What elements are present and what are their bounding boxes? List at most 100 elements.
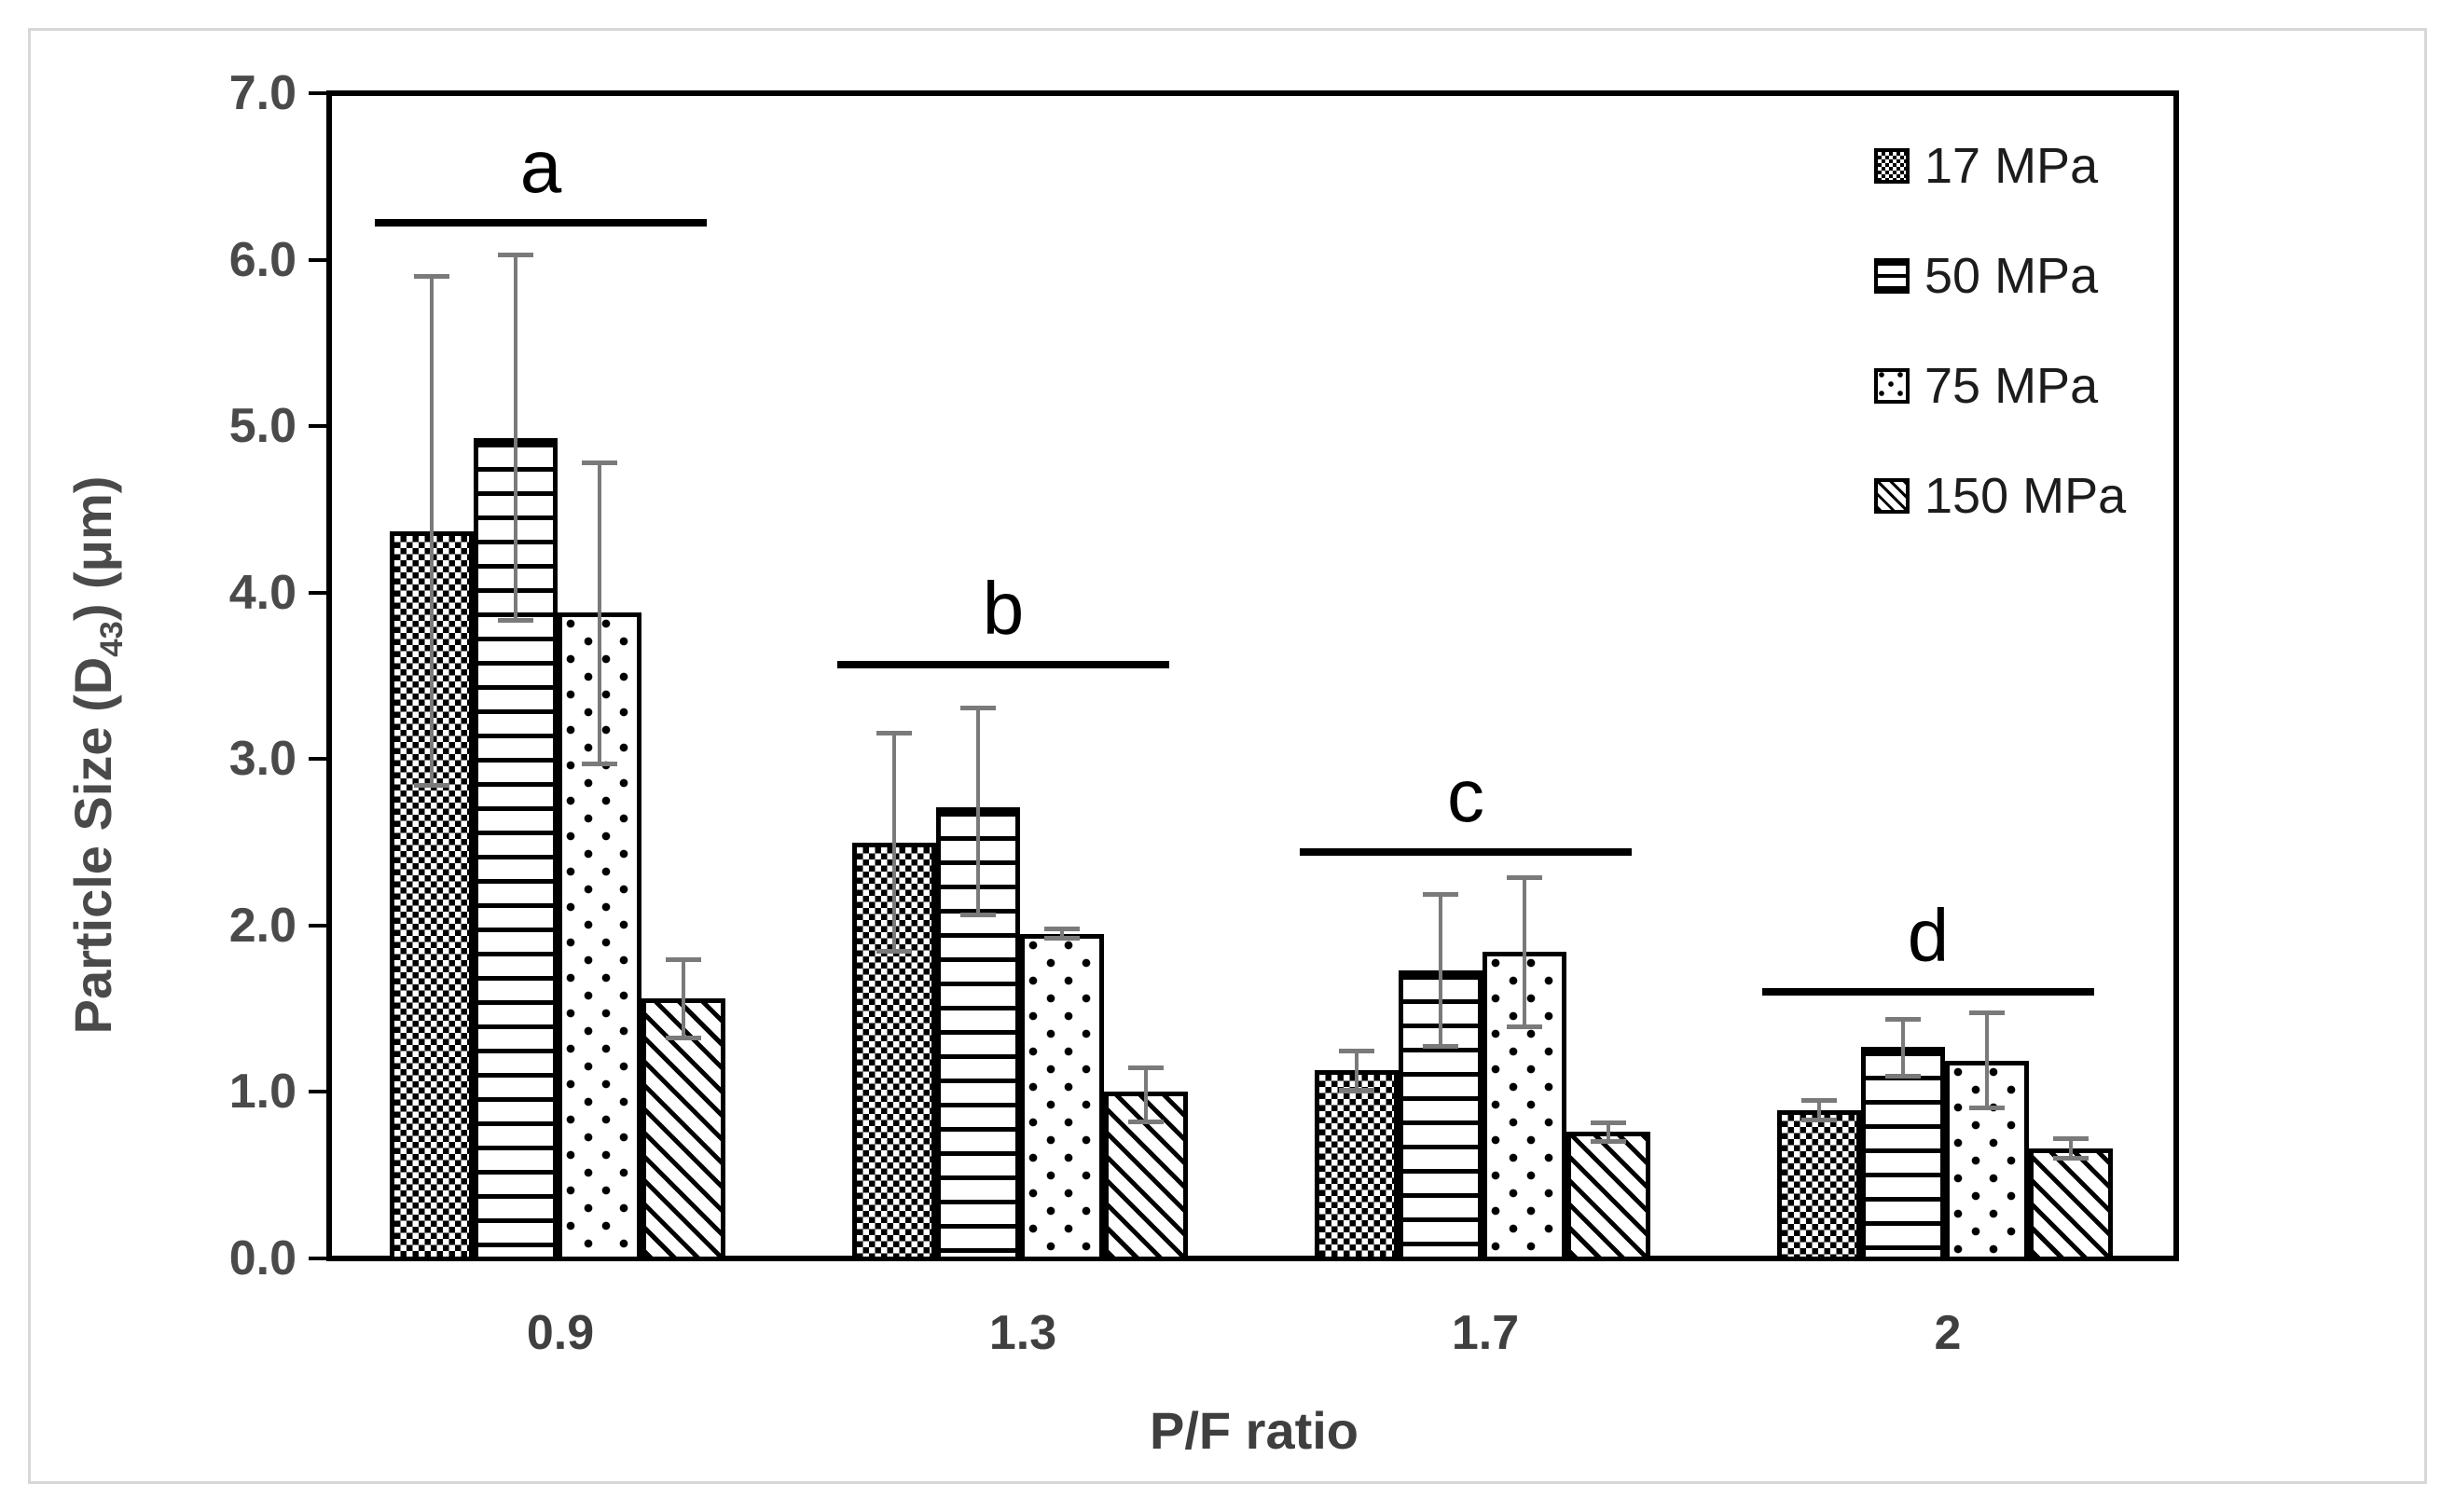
significance-letter-a: a xyxy=(519,125,562,209)
legend-item-150mpa: 150 MPa xyxy=(1874,468,2126,524)
error-bar-cap-bottom xyxy=(666,1036,701,1041)
y-axis-title-text: Particle Size (D xyxy=(63,656,122,1035)
bar-150mpa-pf2 xyxy=(2029,1148,2113,1261)
error-bar-cap-top xyxy=(1423,891,1458,897)
bar-150mpa-pf0.9 xyxy=(641,998,725,1261)
error-bar-line xyxy=(1144,1066,1148,1122)
error-bar-cap-top xyxy=(1339,1048,1374,1053)
error-bar-cap-bottom xyxy=(414,782,449,788)
error-bar-cap-bottom xyxy=(582,761,617,766)
error-bar-line xyxy=(598,462,601,764)
x-category-label-1.3: 1.3 xyxy=(988,1306,1057,1360)
error-bar-cap-bottom xyxy=(1128,1119,1164,1124)
error-bar-line xyxy=(682,958,685,1039)
error-bar-cap-bottom xyxy=(498,618,533,624)
error-bar-cap-bottom xyxy=(1339,1087,1374,1093)
error-bar-cap-top xyxy=(1591,1120,1626,1125)
error-bar-cap-top xyxy=(1507,875,1542,881)
legend-item-50mpa: 50 MPa xyxy=(1874,248,2098,304)
error-bar-line xyxy=(2069,1138,2073,1159)
error-bar-cap-top xyxy=(2053,1136,2089,1142)
bar-17mpa-pf1.7 xyxy=(1315,1070,1399,1261)
error-bar-line xyxy=(1439,893,1442,1048)
error-bar-line xyxy=(1607,1121,1610,1142)
y-axis-tick-label: 1.0 xyxy=(228,1065,297,1120)
y-axis-title-subscript: 43 xyxy=(94,621,131,657)
significance-line-b xyxy=(837,660,1169,668)
error-bar-cap-top xyxy=(1044,927,1080,932)
legend-marker-diagonal-stripes xyxy=(1874,478,1910,514)
error-bar-cap-bottom xyxy=(1969,1106,2005,1111)
error-bar-line xyxy=(1901,1018,1905,1078)
y-axis-tick-label: 5.0 xyxy=(228,399,297,454)
error-bar-line xyxy=(1985,1011,1989,1109)
y-axis-tick xyxy=(309,257,329,262)
error-bar-cap-bottom xyxy=(1885,1074,1921,1079)
legend-marker-dots xyxy=(1874,368,1910,404)
error-bar-cap-bottom xyxy=(1507,1024,1542,1029)
significance-line-d xyxy=(1762,988,2094,997)
error-bar-cap-top xyxy=(1128,1065,1164,1070)
error-bar-line xyxy=(514,254,517,622)
y-axis-tick-label: 4.0 xyxy=(228,565,297,620)
legend-label: 150 MPa xyxy=(1924,468,2127,524)
y-axis-tick-label: 6.0 xyxy=(228,232,297,287)
y-axis-title: Particle Size (D43) (μm) xyxy=(51,103,135,1408)
significance-letter-b: b xyxy=(982,566,1025,650)
error-bar-cap-bottom xyxy=(1044,936,1080,942)
y-axis-title-suffix: ) (μm) xyxy=(63,475,122,622)
y-axis-tick-label: 3.0 xyxy=(228,732,297,787)
error-bar-cap-top xyxy=(1885,1016,1921,1022)
error-bar-line xyxy=(1523,877,1526,1027)
y-axis-tick-label: 2.0 xyxy=(228,898,297,953)
error-bar-cap-bottom xyxy=(1423,1044,1458,1050)
bar-75mpa-pf1.7 xyxy=(1483,952,1566,1261)
error-bar-line xyxy=(892,732,896,953)
y-axis-tick xyxy=(309,424,329,429)
error-bar-cap-top xyxy=(498,253,533,258)
error-bar-line xyxy=(430,276,434,786)
error-bar-cap-bottom xyxy=(1591,1139,1626,1144)
y-axis-tick xyxy=(309,757,329,762)
y-axis-tick xyxy=(309,1257,329,1260)
error-bar-cap-top xyxy=(414,274,449,280)
x-category-label-1.7: 1.7 xyxy=(1451,1306,1520,1360)
legend-label: 17 MPa xyxy=(1924,138,2099,194)
error-bar-cap-top xyxy=(582,460,617,466)
y-axis-tick xyxy=(309,590,329,595)
error-bar-line xyxy=(1817,1100,1821,1120)
significance-letter-c: c xyxy=(1447,754,1484,838)
legend-marker-dense-check xyxy=(1874,148,1910,184)
error-bar-cap-top xyxy=(666,956,701,962)
y-axis-tick xyxy=(309,91,329,95)
error-bar-line xyxy=(1355,1050,1359,1091)
legend-marker-horizontal-lines xyxy=(1874,258,1910,294)
y-axis-tick xyxy=(309,923,329,928)
significance-line-a xyxy=(375,219,707,227)
error-bar-cap-bottom xyxy=(1801,1117,1837,1122)
error-bar-line xyxy=(976,707,980,916)
y-axis-tick-label: 0.0 xyxy=(228,1231,297,1285)
legend-label: 75 MPa xyxy=(1924,358,2099,414)
bar-50mpa-pf2 xyxy=(1861,1047,1945,1261)
y-axis-tick xyxy=(309,1090,329,1094)
bar-17mpa-pf2 xyxy=(1777,1110,1861,1261)
significance-letter-d: d xyxy=(1907,894,1950,978)
y-axis-tick-label: 7.0 xyxy=(228,66,297,120)
bar-75mpa-pf1.3 xyxy=(1020,933,1104,1261)
significance-line-c xyxy=(1300,848,1632,857)
x-axis-title: P/F ratio xyxy=(1149,1401,1359,1460)
legend-label: 50 MPa xyxy=(1924,248,2099,304)
error-bar-cap-top xyxy=(1801,1098,1837,1104)
legend-item-75mpa: 75 MPa xyxy=(1874,358,2098,414)
error-bar-cap-top xyxy=(876,730,912,735)
error-bar-cap-top xyxy=(960,705,996,710)
error-bar-cap-bottom xyxy=(960,913,996,918)
legend-item-17mpa: 17 MPa xyxy=(1874,138,2098,194)
error-bar-cap-bottom xyxy=(876,949,912,955)
error-bar-cap-top xyxy=(1969,1010,2005,1015)
x-category-label-0.9: 0.9 xyxy=(526,1306,595,1360)
bar-150mpa-pf1.7 xyxy=(1566,1132,1650,1261)
error-bar-cap-bottom xyxy=(2053,1155,2089,1161)
